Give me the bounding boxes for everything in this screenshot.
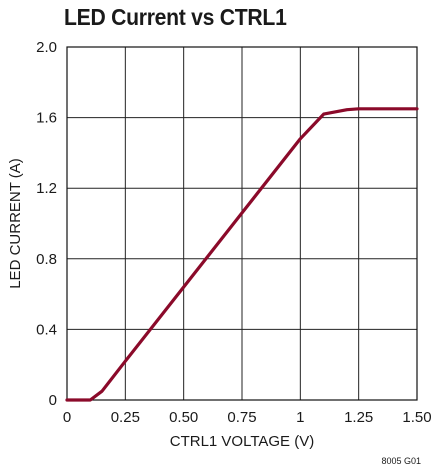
y-axis-label: LED CURRENT (A) xyxy=(7,158,24,289)
chart-title: LED Current vs CTRL1 xyxy=(64,4,287,30)
x-axis-label: CTRL1 VOLTAGE (V) xyxy=(170,433,314,450)
x-tick-label: 0.75 xyxy=(227,409,256,426)
x-tick-labels: 0 0.25 0.50 0.75 1 1.25 1.50 xyxy=(63,409,432,426)
y-tick-label: 2.0 xyxy=(36,39,57,56)
x-tick-label: 1 xyxy=(296,409,304,426)
x-tick-label: 1.50 xyxy=(402,409,431,426)
plot-frame xyxy=(66,46,418,401)
figure-code: 8005 G01 xyxy=(381,456,421,466)
y-tick-label: 0 xyxy=(49,392,57,409)
x-tick-label: 1.25 xyxy=(344,409,373,426)
y-tick-label: 1.6 xyxy=(36,110,57,127)
y-tick-label: 1.2 xyxy=(36,180,57,197)
x-tick-label: 0 xyxy=(63,409,71,426)
y-tick-label: 0.4 xyxy=(36,321,57,338)
y-tick-label: 0.8 xyxy=(36,251,57,268)
y-tick-labels: 0 0.4 0.8 1.2 1.6 2.0 xyxy=(36,39,57,409)
grid-lines xyxy=(66,46,418,401)
x-tick-label: 0.50 xyxy=(169,409,198,426)
series-line xyxy=(65,107,419,402)
x-tick-label: 0.25 xyxy=(111,409,140,426)
plot-area xyxy=(65,107,419,402)
